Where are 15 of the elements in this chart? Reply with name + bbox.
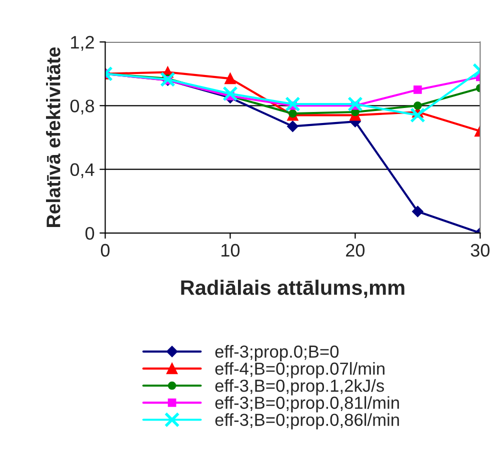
x-tick-label: 20 (346, 244, 365, 257)
legend-label: eff-3;prop.0;B=0 (215, 345, 339, 362)
x-tick-label: 10 (222, 244, 240, 257)
x-tick-label: 30 (470, 244, 490, 257)
legend-label: eff-3;B=0;prop.0,86l/min (215, 413, 399, 430)
legend-label: eff-3;B=0;prop.0,81l/min (215, 396, 399, 412)
y-tick-label: 0,4 (70, 163, 94, 178)
x-tick-label: 0 (100, 244, 110, 257)
y-tick-label: 0,8 (70, 100, 94, 114)
x-axis-title: Radiālais attālums,mm (181, 280, 404, 298)
y-tick-label: 0 (85, 226, 94, 240)
legend-label: eff-3,B=0,prop.1,2kJ/s (215, 379, 384, 396)
y-axis-title: Relatīvā efektivitāte (46, 47, 60, 227)
legend-label: eff-4;B=0;prop.07l/min (215, 362, 384, 378)
y-tick-label: 1,2 (71, 36, 94, 51)
